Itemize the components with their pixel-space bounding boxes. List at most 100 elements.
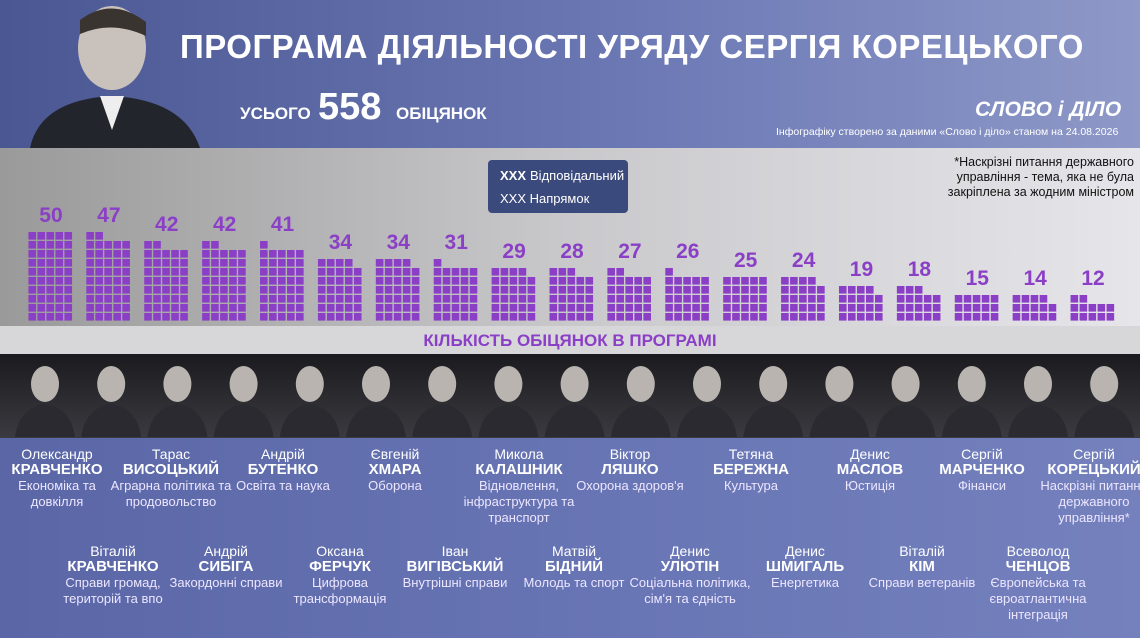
unit-square xyxy=(113,241,121,249)
last-name: МАРЧЕНКО xyxy=(939,461,1025,478)
unit-square xyxy=(683,277,691,285)
unit-square xyxy=(278,295,286,303)
unit-square xyxy=(353,295,362,303)
unit-square xyxy=(500,313,509,321)
unit-square xyxy=(750,277,758,285)
unit-square xyxy=(491,295,500,303)
unit-square xyxy=(375,277,384,285)
first-name: Андрій xyxy=(261,446,305,462)
unit-square xyxy=(64,277,73,285)
area: Охорона здоров'я xyxy=(576,478,684,493)
unit-square xyxy=(616,295,624,303)
unit-square xyxy=(220,277,228,285)
unit-square xyxy=(393,313,402,321)
unit-square xyxy=(64,232,73,240)
unit-square xyxy=(64,286,73,294)
unit-square xyxy=(46,232,55,240)
unit-square xyxy=(607,268,615,276)
bar xyxy=(1012,295,1057,321)
first-name: Матвій xyxy=(551,543,597,559)
last-name: УЛЮТІН xyxy=(660,558,720,575)
unit-square xyxy=(411,286,420,294)
legend-item: XXX Напрямок xyxy=(500,191,628,206)
axis-label: КІЛЬКІСТЬ ОБІЦЯНОК В ПРОГРАМІ xyxy=(423,331,717,350)
unit-square xyxy=(113,250,121,258)
photo xyxy=(544,366,605,437)
unit-square xyxy=(296,268,304,276)
unit-square xyxy=(683,313,691,321)
unit-square xyxy=(104,313,112,321)
unit-square xyxy=(923,295,932,303)
unit-square xyxy=(442,268,451,276)
unit-square xyxy=(549,295,558,303)
last-name: СИБІГА xyxy=(198,558,254,575)
names-band xyxy=(0,438,1140,638)
unit-square xyxy=(28,277,37,285)
unit-square xyxy=(527,304,536,312)
unit-square xyxy=(914,304,923,312)
unit-square xyxy=(278,304,286,312)
unit-square xyxy=(144,286,152,294)
person: Віктор ЛЯШКО Охорона здоров'я xyxy=(560,446,700,494)
unit-square xyxy=(665,295,673,303)
unit-square xyxy=(296,313,304,321)
unit-square xyxy=(750,286,758,294)
unit-square xyxy=(1030,304,1039,312)
unit-square xyxy=(317,268,326,276)
unit-square xyxy=(180,304,188,312)
person: Тарас ВИСОЦЬКИЙ Аграрна політика та продов… xyxy=(101,446,241,510)
unit-square xyxy=(393,286,402,294)
unit-square xyxy=(238,259,246,267)
unit-square xyxy=(375,304,384,312)
unit-square xyxy=(981,304,990,312)
unit-square xyxy=(692,286,700,294)
unit-square xyxy=(1030,313,1039,321)
photo xyxy=(279,366,340,437)
unit-square xyxy=(287,250,295,258)
unit-square xyxy=(732,277,740,285)
photo xyxy=(213,366,274,437)
unit-square xyxy=(28,259,37,267)
unit-square xyxy=(287,304,295,312)
unit-square xyxy=(317,295,326,303)
unit-square xyxy=(723,277,731,285)
unit-square xyxy=(344,277,353,285)
unit-square xyxy=(211,295,219,303)
unit-square xyxy=(171,268,179,276)
person: Віталій КРАВЧЕНКО Справи громад, територій… xyxy=(43,543,183,607)
unit-square xyxy=(509,268,518,276)
unit-square xyxy=(972,304,981,312)
last-name: КРАВЧЕНКО xyxy=(11,461,103,478)
unit-square xyxy=(692,313,700,321)
photo-head xyxy=(295,366,324,402)
unit-square xyxy=(384,304,393,312)
unit-square xyxy=(625,286,633,294)
unit-square xyxy=(518,295,527,303)
unit-square xyxy=(683,295,691,303)
unit-square xyxy=(269,286,277,294)
unit-square xyxy=(469,313,478,321)
unit-square xyxy=(238,304,246,312)
unit-square xyxy=(674,304,682,312)
unit-square xyxy=(674,313,682,321)
unit-square xyxy=(86,250,94,258)
last-name: ВИСОЦЬКИЙ xyxy=(122,461,220,478)
unit-square xyxy=(874,304,883,312)
person: Сергій МАРЧЕНКО Фінанси xyxy=(912,446,1052,494)
unit-square xyxy=(616,286,624,294)
unit-square xyxy=(317,304,326,312)
unit-square xyxy=(113,304,121,312)
unit-square xyxy=(585,277,594,285)
unit-square xyxy=(460,295,469,303)
bar xyxy=(317,259,362,321)
photo xyxy=(346,366,406,437)
unit-square xyxy=(37,268,46,276)
unit-square xyxy=(491,268,500,276)
unit-square xyxy=(46,250,55,258)
unit-square xyxy=(296,250,304,258)
unit-square xyxy=(153,277,161,285)
unit-square xyxy=(558,295,567,303)
unit-square xyxy=(451,295,460,303)
unit-square xyxy=(808,295,816,303)
